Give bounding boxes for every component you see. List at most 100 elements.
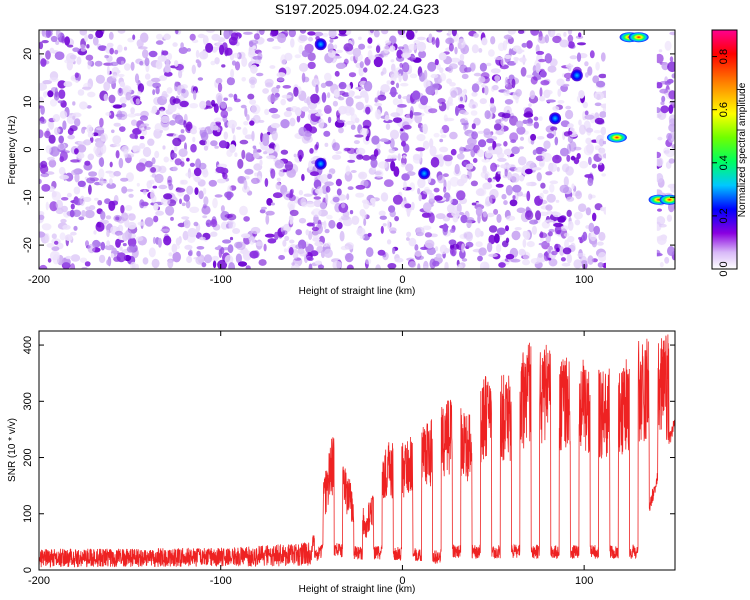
heatmap-cell bbox=[126, 188, 134, 192]
heatmap-cell bbox=[298, 44, 304, 55]
heatmap-cell bbox=[151, 258, 160, 269]
heatmap-cell bbox=[457, 104, 465, 109]
heatmap-cell bbox=[115, 239, 125, 243]
heatmap-cell bbox=[467, 137, 477, 147]
heatmap-cell bbox=[504, 54, 512, 59]
heatmap-cell bbox=[315, 84, 319, 94]
heatmap-cell bbox=[669, 118, 675, 127]
heatmap-cell bbox=[549, 183, 555, 193]
heatmap-cell bbox=[270, 122, 281, 129]
heatmap-cell bbox=[338, 90, 346, 96]
heatmap-cell bbox=[416, 226, 425, 237]
heatmap-cell bbox=[226, 191, 232, 201]
heatmap-cell bbox=[466, 67, 472, 73]
heatmap-cell bbox=[424, 239, 435, 249]
heatmap-cell bbox=[136, 39, 144, 48]
heatmap-cell bbox=[655, 82, 663, 89]
heatmap-cell bbox=[76, 152, 85, 159]
heatmap-cell bbox=[390, 155, 398, 159]
heatmap-cell bbox=[517, 156, 527, 166]
heatmap-cell bbox=[450, 90, 458, 98]
heatmap-cell bbox=[665, 148, 675, 158]
heatmap-cell bbox=[227, 119, 238, 129]
heatmap-cell bbox=[400, 163, 407, 168]
heatmap-cell bbox=[144, 57, 150, 67]
heatmap-cell bbox=[108, 31, 114, 40]
heatmap-cell bbox=[577, 42, 586, 46]
heatmap-cell bbox=[111, 66, 120, 77]
heatmap-cell bbox=[582, 101, 588, 109]
heatmap-cell bbox=[522, 238, 527, 248]
heatmap-cell bbox=[342, 218, 353, 227]
heatmap-cell bbox=[367, 37, 373, 44]
heatmap-cell bbox=[179, 100, 189, 108]
heatmap-cell bbox=[472, 158, 478, 163]
heatmap-cell bbox=[438, 52, 447, 61]
heatmap-cell bbox=[471, 44, 479, 54]
snr-series bbox=[39, 334, 675, 569]
heatmap-cell bbox=[390, 112, 401, 118]
heatmap-cell bbox=[268, 107, 278, 114]
heatmap-cell bbox=[178, 46, 188, 55]
heatmap-cell bbox=[254, 59, 262, 64]
heatmap-cell bbox=[473, 117, 481, 126]
heatmap-cell bbox=[490, 36, 496, 45]
heatmap-cell bbox=[350, 170, 357, 173]
heatmap-cell bbox=[215, 77, 223, 84]
heatmap-cell bbox=[97, 200, 103, 206]
heatmap-cell bbox=[45, 233, 50, 244]
heatmap-cell bbox=[155, 60, 163, 70]
heatmap-cell bbox=[375, 169, 384, 178]
heatmap-cell bbox=[229, 236, 234, 241]
heatmap-cell bbox=[307, 36, 314, 42]
heatmap-cell bbox=[417, 177, 426, 189]
heatmap-cell bbox=[358, 36, 362, 40]
heatmap-cell bbox=[184, 244, 193, 250]
heatmap-cell bbox=[278, 255, 285, 260]
heatmap-cell bbox=[264, 178, 269, 187]
heatmap-cell bbox=[539, 87, 543, 98]
heatmap-cell bbox=[276, 85, 281, 89]
heatmap-cell bbox=[377, 249, 386, 256]
heatmap-cell bbox=[290, 244, 297, 249]
heatmap-cell bbox=[41, 223, 52, 231]
heatmap-cell bbox=[139, 199, 145, 209]
heatmap-cell bbox=[77, 180, 86, 187]
heatmap-cell bbox=[262, 88, 269, 94]
heatmap-cell bbox=[314, 241, 324, 247]
heatmap-cell bbox=[307, 52, 316, 61]
heatmap-cell bbox=[121, 145, 130, 153]
heatmap-cell bbox=[153, 128, 162, 139]
heatmap-cell bbox=[152, 89, 156, 96]
heatmap-cell bbox=[416, 134, 426, 142]
heatmap-cell bbox=[326, 214, 333, 220]
heatmap-cell bbox=[189, 33, 196, 41]
heatmap-cell bbox=[515, 120, 524, 128]
heatmap-cell bbox=[258, 259, 267, 266]
heatmap-cell bbox=[596, 241, 604, 246]
heatmap-cell bbox=[203, 196, 209, 206]
heatmap-cell bbox=[459, 64, 468, 74]
heatmap-cell bbox=[47, 258, 52, 263]
heatmap-cell bbox=[190, 143, 197, 153]
heatmap-cell bbox=[130, 61, 135, 71]
heatmap-cell bbox=[539, 211, 549, 216]
heatmap-cell bbox=[509, 132, 519, 142]
heatmap-cell bbox=[571, 183, 575, 190]
heatmap-cell bbox=[247, 50, 255, 58]
heatmap-cell bbox=[211, 46, 218, 53]
heatmap-cell bbox=[540, 182, 546, 189]
heatmap-cell bbox=[471, 83, 480, 93]
heatmap-cell bbox=[280, 119, 290, 129]
heatmap-cell bbox=[386, 80, 392, 85]
heatmap-cell bbox=[324, 72, 332, 82]
heatmap-hotspot bbox=[628, 32, 649, 43]
heatmap-cell bbox=[484, 110, 491, 120]
heatmap-cell bbox=[404, 203, 412, 209]
heatmap-cell bbox=[54, 127, 60, 136]
heatmap-cell bbox=[98, 180, 109, 185]
heatmap-cell bbox=[392, 247, 396, 255]
heatmap-cell bbox=[154, 150, 160, 159]
heatmap-cell bbox=[227, 244, 234, 254]
colorbar-tick-label: 0.8 bbox=[718, 49, 730, 64]
